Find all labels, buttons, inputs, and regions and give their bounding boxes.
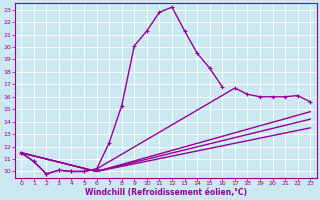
X-axis label: Windchill (Refroidissement éolien,°C): Windchill (Refroidissement éolien,°C) [85, 188, 247, 197]
